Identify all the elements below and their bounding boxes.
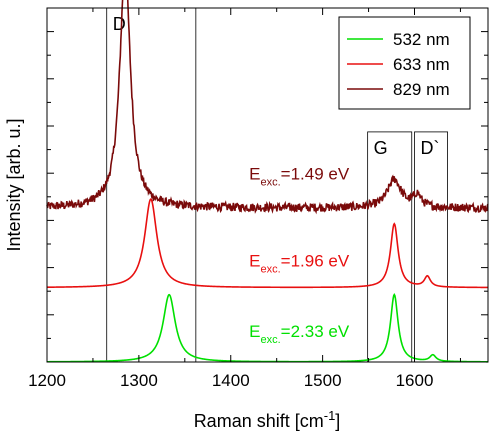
x-tick-label: 1600 [396,371,434,390]
excitation-label-1: Eexc.=1.96 eV [249,251,350,275]
y-axis-label: Intensity [arb. u.] [4,118,24,251]
region-box-2 [414,131,448,363]
series-line-1 [46,198,489,289]
excitation-annotations: Eexc.=1.49 eV Eexc.=1.96 eV Eexc.=2.33 eV [249,165,350,347]
x-tick-label: 1200 [28,371,66,390]
axis-ticks [46,7,488,362]
plot-frame [46,7,489,363]
x-tick-label: 1300 [120,371,158,390]
legend-label-2: 829 nm [393,80,450,99]
region-label-2: D` [421,138,440,158]
region-label-0: D [113,14,126,34]
legend: 532 nm 633 nm 829 nm [338,16,471,110]
x-axis-label-end: ] [335,411,340,431]
legend-box [338,16,471,110]
x-axis-label: Raman shift [cm-1] [194,408,341,431]
region-label-1: G [374,138,388,158]
legend-label-0: 532 nm [393,30,450,49]
x-tick-label: 1500 [304,371,342,390]
excitation-label-2: Eexc.=2.33 eV [249,322,350,346]
x-axis-label-main: Raman shift [cm [194,411,324,431]
series-line-2 [46,0,489,215]
series-line-0 [46,293,488,363]
x-axis-label-sup: -1 [324,408,336,423]
x-tick-labels: 1200 1300 1400 1500 1600 [28,371,433,390]
x-tick-label: 1400 [212,371,250,390]
excitation-label-0: Eexc.=1.49 eV [249,165,350,189]
legend-label-1: 633 nm [393,55,450,74]
